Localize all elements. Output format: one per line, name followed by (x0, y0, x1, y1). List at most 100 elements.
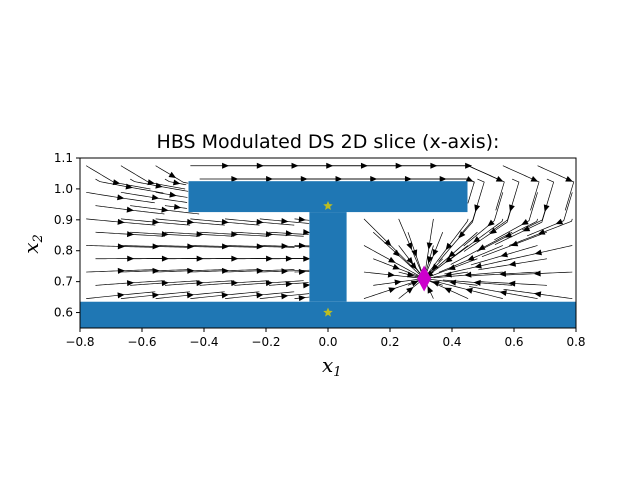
streamline-arrow (265, 231, 274, 238)
streamline-arrow (410, 280, 419, 287)
streamline-arrow (448, 250, 456, 258)
streamline-arrow (500, 251, 508, 258)
streamline-arrow (303, 229, 311, 236)
x-tick-label: −0.6 (127, 335, 156, 349)
streamline-arrow (472, 236, 481, 243)
streamline-arrow (221, 218, 229, 225)
streamline-arrow (152, 292, 160, 299)
y-axis: 0.6 0.7 0.8 0.9 1.0 1.1 (54, 151, 80, 320)
markers (323, 200, 432, 317)
streamline-arrow (172, 179, 181, 186)
x-axis: −0.8 −0.6 −0.4 −0.2 0.0 0.2 0.4 0.6 0.8 (65, 328, 586, 349)
y-axis-label: x2 (19, 234, 46, 254)
streamline-arrow (221, 292, 229, 299)
streamline-arrow (508, 260, 517, 267)
streamline-arrow (173, 203, 182, 210)
streamline-arrow (117, 194, 125, 201)
streamline-arrow (112, 179, 121, 186)
streamline-arrow (388, 256, 396, 263)
streamline-arrow (388, 287, 396, 294)
streamline-arrow (445, 256, 453, 263)
streamline-arrow (117, 267, 125, 274)
streamline-arrow (152, 243, 160, 250)
streamline-arrow (530, 175, 539, 182)
streamline-arrow (126, 231, 135, 238)
streamline-arrow (186, 292, 195, 299)
streamline-arrow (298, 295, 306, 302)
streamline-arrow (543, 204, 550, 212)
streamline-arrow (508, 280, 516, 287)
y-tick-label: 0.8 (54, 244, 73, 258)
streamline-arrow (465, 176, 474, 182)
streamline-arrow (281, 217, 289, 224)
streamline-arrow (458, 231, 466, 239)
x-tick-label: 0.4 (442, 335, 461, 349)
streamline-arrow (509, 204, 515, 212)
streamline-arrow (555, 218, 564, 225)
streamline-arrow (265, 280, 274, 287)
streamline-arrow (187, 243, 195, 250)
streamline-arrow (467, 254, 475, 261)
streamline-arrow (285, 281, 293, 288)
attractor-marker (417, 265, 432, 292)
streamline-arrow (521, 219, 529, 226)
y-tick-label: 0.7 (54, 275, 73, 289)
streamline-arrow (410, 262, 417, 270)
streamline-arrow (298, 242, 306, 249)
streamline-arrow (285, 230, 293, 237)
y-tick-label: 1.1 (54, 151, 73, 165)
streamline-arrow (256, 243, 264, 250)
streamline-arrow (186, 218, 195, 225)
streamline-arrow (474, 262, 482, 269)
streamline-arrow (406, 256, 414, 265)
streamline-arrow (256, 218, 264, 225)
streamline-arrow (565, 175, 573, 182)
streamline-arrow (152, 267, 160, 274)
streamline-arrow (499, 290, 507, 297)
streamline-arrow (407, 271, 415, 278)
x-tick-label: 0.8 (566, 335, 585, 349)
x-tick-label: 0.2 (380, 335, 399, 349)
streamline-arrow (285, 255, 293, 262)
streamline-arrow (394, 279, 402, 286)
streamline-arrow (126, 206, 134, 213)
streamline-arrow (126, 280, 135, 287)
streamline-arrow (411, 249, 418, 257)
star-marker (323, 307, 333, 317)
streamline-arrow (151, 194, 160, 201)
x-tick-label: −0.2 (251, 335, 280, 349)
y-axis-label-base: x (19, 243, 43, 254)
y-tick-label: 0.9 (54, 213, 73, 227)
streamline-arrow (431, 263, 439, 271)
streamline-arrow (187, 267, 195, 274)
streamline-arrow (465, 287, 473, 294)
streamlines (86, 162, 575, 302)
streamline-arrow (537, 229, 546, 235)
streamline-arrow (169, 191, 177, 198)
streamline-arrow (298, 216, 306, 223)
streamline-arrow (426, 242, 433, 250)
streamline-arrow (392, 249, 401, 257)
plot-area (79, 157, 577, 329)
streamline-arrow (117, 218, 125, 225)
streamline-arrow (161, 206, 169, 213)
streamline-arrow (298, 268, 306, 275)
obstacle-bottom-bar (80, 301, 576, 328)
x-tick-label: −0.4 (189, 335, 218, 349)
streamline-arrow (303, 255, 311, 262)
streamline-arrow (533, 291, 542, 298)
streamline-arrow (406, 242, 412, 250)
x-axis-label-base: x (322, 353, 333, 377)
streamline-arrow (533, 270, 541, 277)
x-axis-label-sub: 1 (333, 365, 341, 380)
streamline-arrow (117, 292, 125, 299)
streamline-arrow (487, 219, 495, 227)
streamline-arrow (161, 280, 169, 287)
streamline-arrow (489, 227, 497, 235)
streamline-arrow (117, 243, 125, 250)
streamline-arrow (196, 280, 204, 287)
streamline-arrow (474, 204, 481, 212)
y-axis-label-sub: 2 (31, 234, 46, 243)
streamline-arrow (534, 249, 542, 256)
